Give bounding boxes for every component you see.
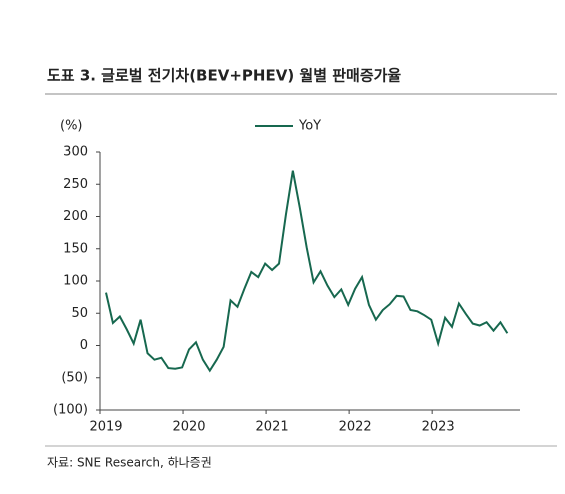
y-tick-label: (50) [61,370,88,385]
y-axis-label: (%) [60,119,83,134]
y-tick-label: 100 [63,274,88,289]
line-series [105,170,509,373]
chart-title: 도표 3. 글로벌 전기차(BEV+PHEV) 월별 판매증가율 [47,67,401,85]
x-tick-label: 2021 [256,420,289,435]
y-tick-label: 150 [63,241,88,256]
y-tick-label: 0 [80,338,88,353]
x-tick-label: 2019 [89,420,122,435]
x-tick-label: 2022 [339,420,372,435]
x-tick-label: 2020 [172,420,205,435]
legend-label: YoY [298,119,321,134]
source: 자료: SNE Research, 하나증권 [47,456,212,470]
x-tick-label: 2023 [422,420,455,435]
y-tick-label: 250 [63,177,88,192]
y-tick-label: 200 [63,209,88,224]
y-tick-label: 300 [63,145,88,160]
y-tick-label: (100) [53,403,88,418]
y-tick-label: 50 [71,306,88,321]
